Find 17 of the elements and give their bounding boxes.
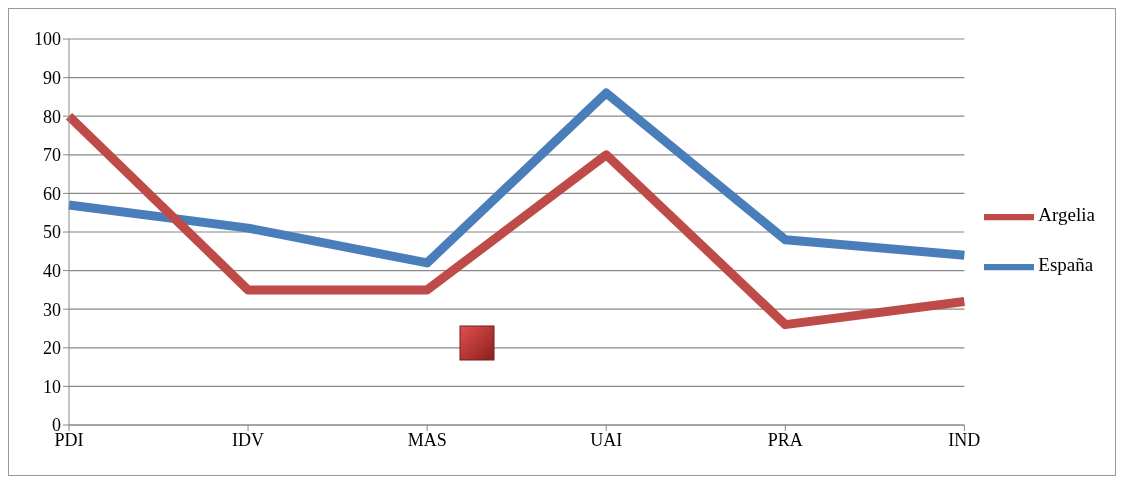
legend-label: España (1038, 254, 1094, 276)
y-tick-label: 40 (43, 260, 61, 281)
x-tick-label: IDV (232, 429, 265, 450)
x-tick-label: UAI (590, 429, 623, 450)
y-tick-label: 80 (43, 106, 61, 127)
y-tick-label: 90 (43, 67, 61, 88)
y-tick-label: 100 (34, 29, 61, 50)
y-tick-label: 50 (43, 222, 61, 243)
y-tick-label: 70 (43, 145, 61, 166)
x-tick-label: PRA (767, 429, 803, 450)
x-tick-label: IND (948, 429, 981, 450)
y-tick-label: 30 (43, 299, 61, 320)
x-tick-label: MAS (407, 429, 447, 450)
y-tick-label: 20 (43, 338, 61, 359)
y-tick-label: 10 (43, 376, 61, 397)
y-tick-label: 60 (43, 183, 61, 204)
legend-label: Argelia (1038, 204, 1095, 226)
